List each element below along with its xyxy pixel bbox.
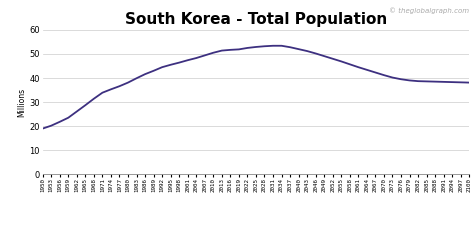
Y-axis label: Millions: Millions bbox=[18, 88, 27, 117]
Text: © theglobalgraph.com: © theglobalgraph.com bbox=[389, 7, 469, 14]
Title: South Korea - Total Population: South Korea - Total Population bbox=[125, 12, 387, 27]
